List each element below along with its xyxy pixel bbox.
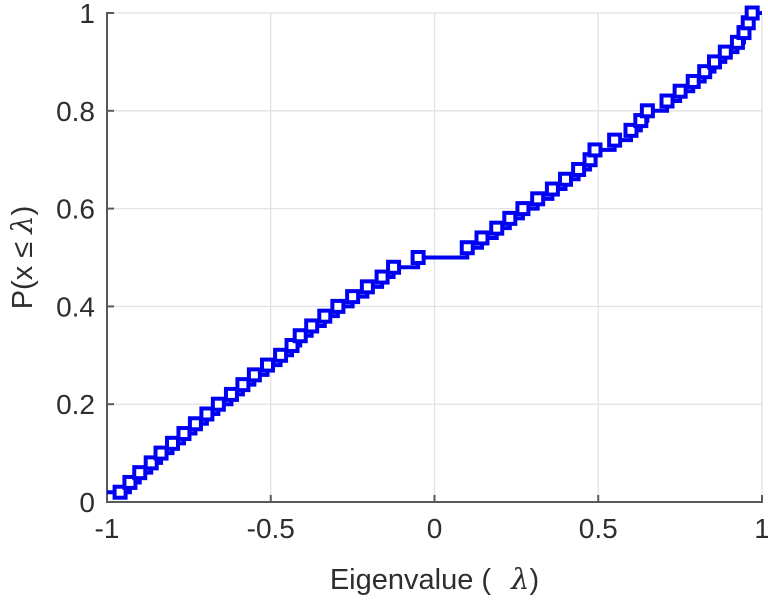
- data-point-marker: [292, 328, 308, 344]
- data-point-marker: [345, 289, 361, 305]
- data-point-marker: [672, 83, 688, 99]
- data-point-marker: [259, 357, 275, 373]
- axis-layer: [106, 12, 763, 503]
- data-point-marker: [607, 132, 623, 148]
- data-point-marker: [659, 93, 675, 109]
- data-point-marker: [246, 367, 262, 383]
- data-point-marker: [558, 171, 573, 187]
- data-point-marker: [744, 5, 760, 21]
- y-tick-label: 0.6: [56, 194, 95, 225]
- data-point-marker: [717, 44, 733, 60]
- data-point-marker: [132, 465, 148, 481]
- data-point-marker: [685, 73, 701, 89]
- data-point-marker: [273, 347, 289, 363]
- x-tick-label: 0.5: [579, 513, 618, 544]
- x-axis-label: Eigenvalue ( λ): [330, 562, 539, 596]
- x-tick-label: 1: [754, 513, 768, 544]
- data-point-marker: [459, 240, 475, 256]
- data-point-marker: [112, 484, 128, 500]
- data-point-marker: [530, 191, 546, 207]
- data-point-marker: [502, 210, 518, 226]
- data-point-marker: [304, 318, 320, 334]
- data-point-marker: [122, 474, 138, 490]
- data-point-marker: [210, 396, 226, 412]
- data-point-marker: [386, 259, 402, 275]
- data-point-marker: [199, 406, 215, 422]
- x-tick-label: 0: [427, 513, 443, 544]
- data-point-marker: [330, 298, 346, 314]
- data-point-marker: [571, 161, 587, 177]
- label-layer: -1 -0.5 0 0.5 1 0 0.2 0.4 0.6 0.8 1 Eigenvalue ( λ)…: [5, 0, 768, 596]
- series-layer: [107, 5, 762, 500]
- data-point-marker: [223, 386, 239, 402]
- data-point-marker: [317, 308, 333, 324]
- y-tick-label: 0: [79, 487, 95, 518]
- data-point-marker: [587, 142, 603, 158]
- data-point-marker: [544, 181, 560, 197]
- y-tick-label: 0.4: [56, 291, 95, 322]
- data-point-marker: [359, 279, 375, 295]
- data-point-marker: [639, 103, 655, 119]
- data-point-marker: [284, 338, 300, 354]
- data-point-marker: [143, 455, 159, 471]
- y-tick-label: 0.2: [56, 389, 95, 420]
- x-tick-label: -0.5: [247, 513, 295, 544]
- data-point-marker: [489, 220, 505, 236]
- x-tick-label: -1: [95, 513, 120, 544]
- data-point-marker: [187, 416, 203, 432]
- data-point-marker: [410, 250, 426, 265]
- data-point-marker: [707, 54, 723, 70]
- data-point-marker: [623, 122, 639, 138]
- data-point-marker: [176, 426, 192, 442]
- data-point-marker: [697, 64, 713, 80]
- data-point-marker: [515, 201, 531, 217]
- data-point-marker: [153, 445, 169, 461]
- data-point-marker: [474, 230, 490, 246]
- data-point-marker: [374, 269, 390, 285]
- y-axis-label: P(x ≤ λ): [5, 206, 39, 310]
- y-tick-label: 1: [79, 0, 95, 29]
- data-point-marker: [235, 377, 251, 393]
- data-point-marker: [165, 435, 180, 451]
- y-tick-label: 0.8: [56, 96, 95, 127]
